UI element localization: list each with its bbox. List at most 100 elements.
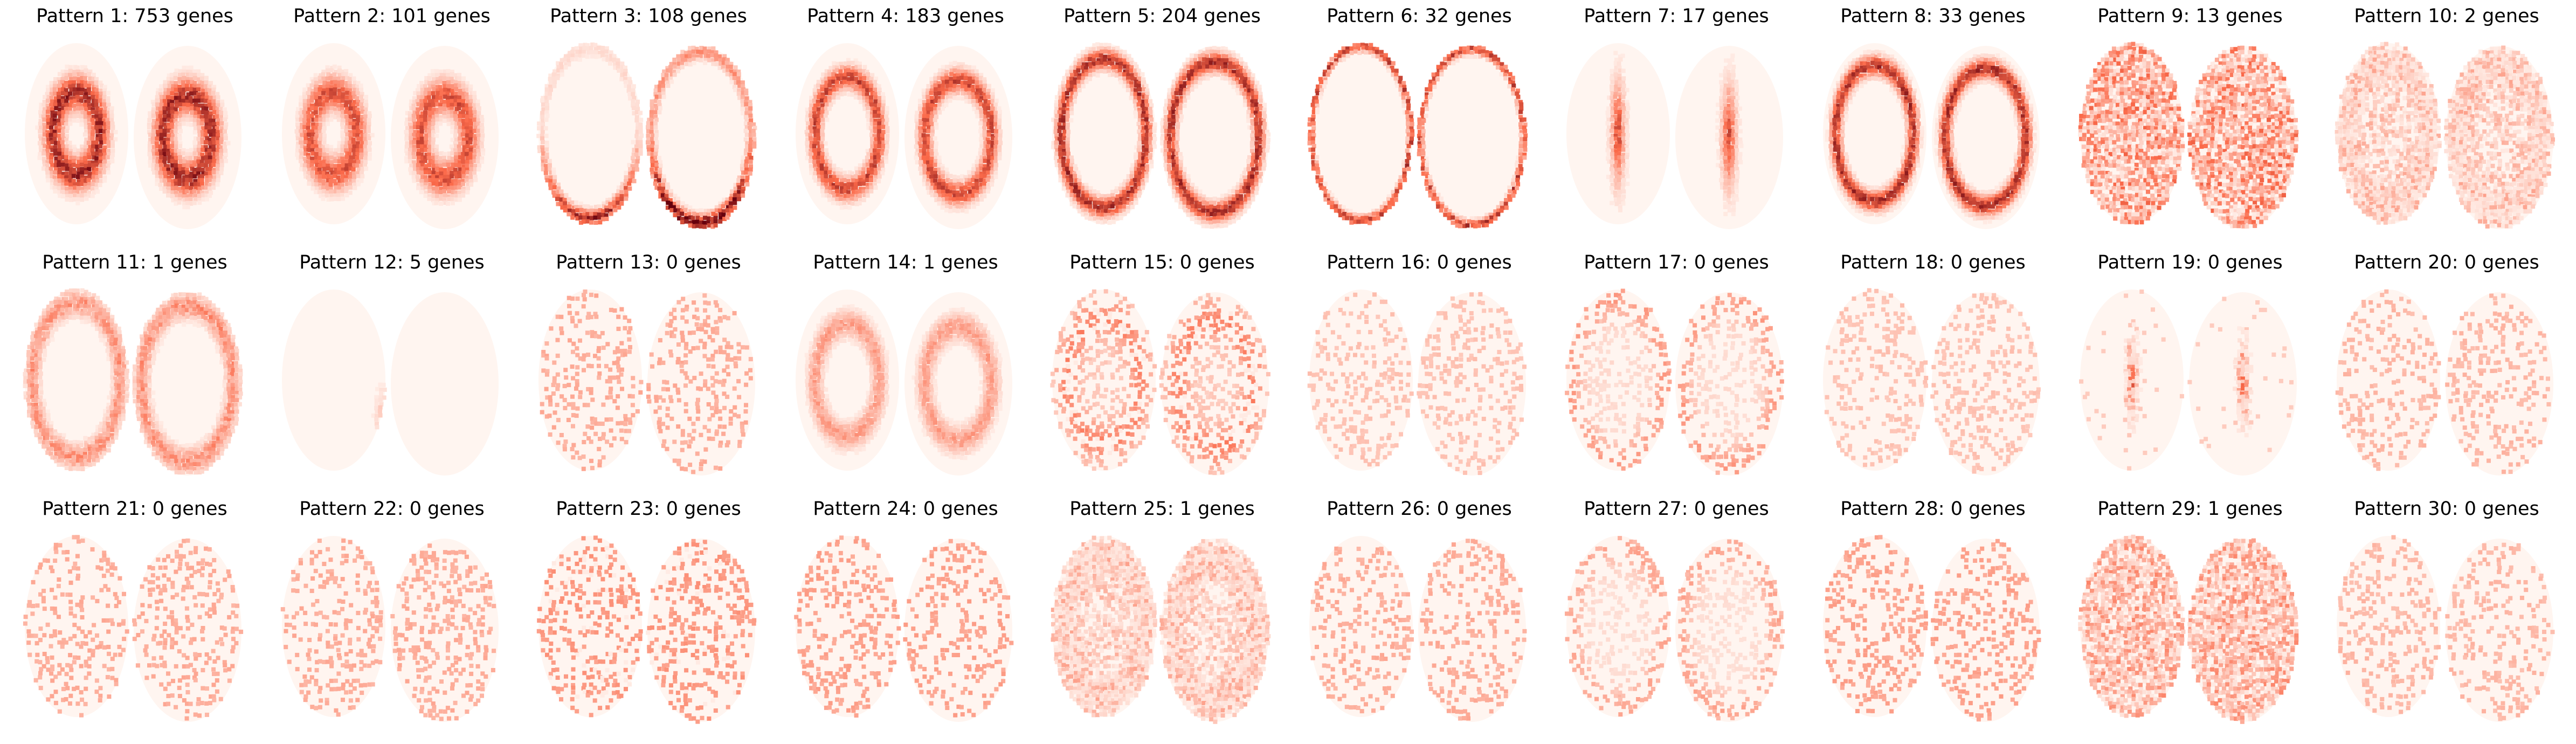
spot (1077, 178, 1082, 183)
spot (926, 144, 931, 149)
spot (990, 136, 995, 141)
spot (409, 133, 413, 137)
spot (450, 160, 454, 164)
spot (556, 61, 561, 66)
spot (42, 166, 46, 171)
spot (1141, 129, 1145, 134)
spot (53, 148, 58, 153)
spot (844, 68, 848, 73)
spot (50, 178, 55, 183)
spot (1061, 107, 1066, 112)
spot (61, 73, 66, 78)
spot (717, 208, 722, 213)
spot (216, 95, 220, 100)
spot (211, 178, 216, 183)
spot (468, 95, 473, 99)
spot (64, 118, 69, 122)
spot (1185, 62, 1190, 67)
spot (711, 61, 716, 66)
spot (296, 155, 301, 160)
spot (450, 109, 454, 114)
spot (165, 151, 170, 156)
spot (476, 136, 481, 141)
spot (60, 91, 65, 96)
spot (461, 92, 466, 97)
spot (87, 160, 92, 165)
spot (710, 53, 715, 58)
spot (668, 77, 673, 81)
spot (457, 73, 461, 78)
spot (311, 118, 316, 122)
spot (476, 133, 481, 138)
spot (458, 136, 462, 141)
pattern-panel: Pattern 2: 101 genes (273, 0, 510, 237)
spot (1057, 129, 1062, 133)
spot (741, 170, 745, 175)
spot (820, 144, 824, 149)
spot (859, 84, 864, 89)
spot (192, 162, 197, 167)
spot (61, 126, 66, 131)
spot (313, 92, 318, 97)
spot (151, 125, 156, 130)
spot (1132, 99, 1137, 104)
spot (1148, 148, 1153, 153)
spot (827, 99, 832, 104)
spot (333, 171, 337, 176)
spot (57, 72, 62, 77)
spot (736, 92, 741, 96)
spot (91, 107, 95, 112)
spot (356, 100, 361, 104)
spot (60, 77, 65, 81)
spot (975, 185, 979, 190)
spot (816, 114, 821, 118)
spot (184, 189, 189, 194)
spot (847, 61, 851, 66)
spot (1138, 125, 1143, 130)
spot (968, 182, 972, 187)
spot (549, 170, 554, 175)
spot (620, 61, 625, 66)
spot (348, 88, 352, 93)
spot (825, 95, 830, 100)
spot (174, 163, 178, 168)
spot (1054, 118, 1059, 123)
spot (930, 182, 935, 187)
spot (1213, 72, 1217, 77)
spot (109, 137, 114, 142)
spot (174, 100, 179, 105)
spot (92, 155, 96, 160)
spot (321, 76, 326, 81)
spot (1259, 156, 1263, 161)
spot (1254, 175, 1259, 180)
spot (174, 92, 178, 97)
spot (541, 162, 545, 167)
spot (1217, 69, 1221, 74)
spot (201, 156, 205, 161)
spot (197, 156, 202, 161)
spot (453, 168, 458, 173)
spot (658, 163, 663, 168)
spot (88, 136, 93, 141)
spot (1149, 164, 1154, 169)
spot (541, 151, 545, 156)
spot (1110, 72, 1115, 77)
spot (986, 159, 991, 164)
spot (1126, 73, 1131, 78)
spot (345, 118, 350, 123)
spot (181, 72, 185, 77)
spot (1149, 117, 1154, 122)
spot (424, 136, 429, 141)
spot (431, 102, 436, 107)
spot (631, 152, 636, 157)
spot (336, 170, 341, 175)
spot (926, 171, 930, 176)
spot (1144, 174, 1149, 179)
spot (423, 185, 428, 190)
spot (926, 164, 931, 169)
spot (721, 209, 726, 213)
spot (57, 171, 62, 176)
spot (541, 107, 546, 112)
spot (315, 99, 320, 104)
spot (560, 69, 564, 74)
